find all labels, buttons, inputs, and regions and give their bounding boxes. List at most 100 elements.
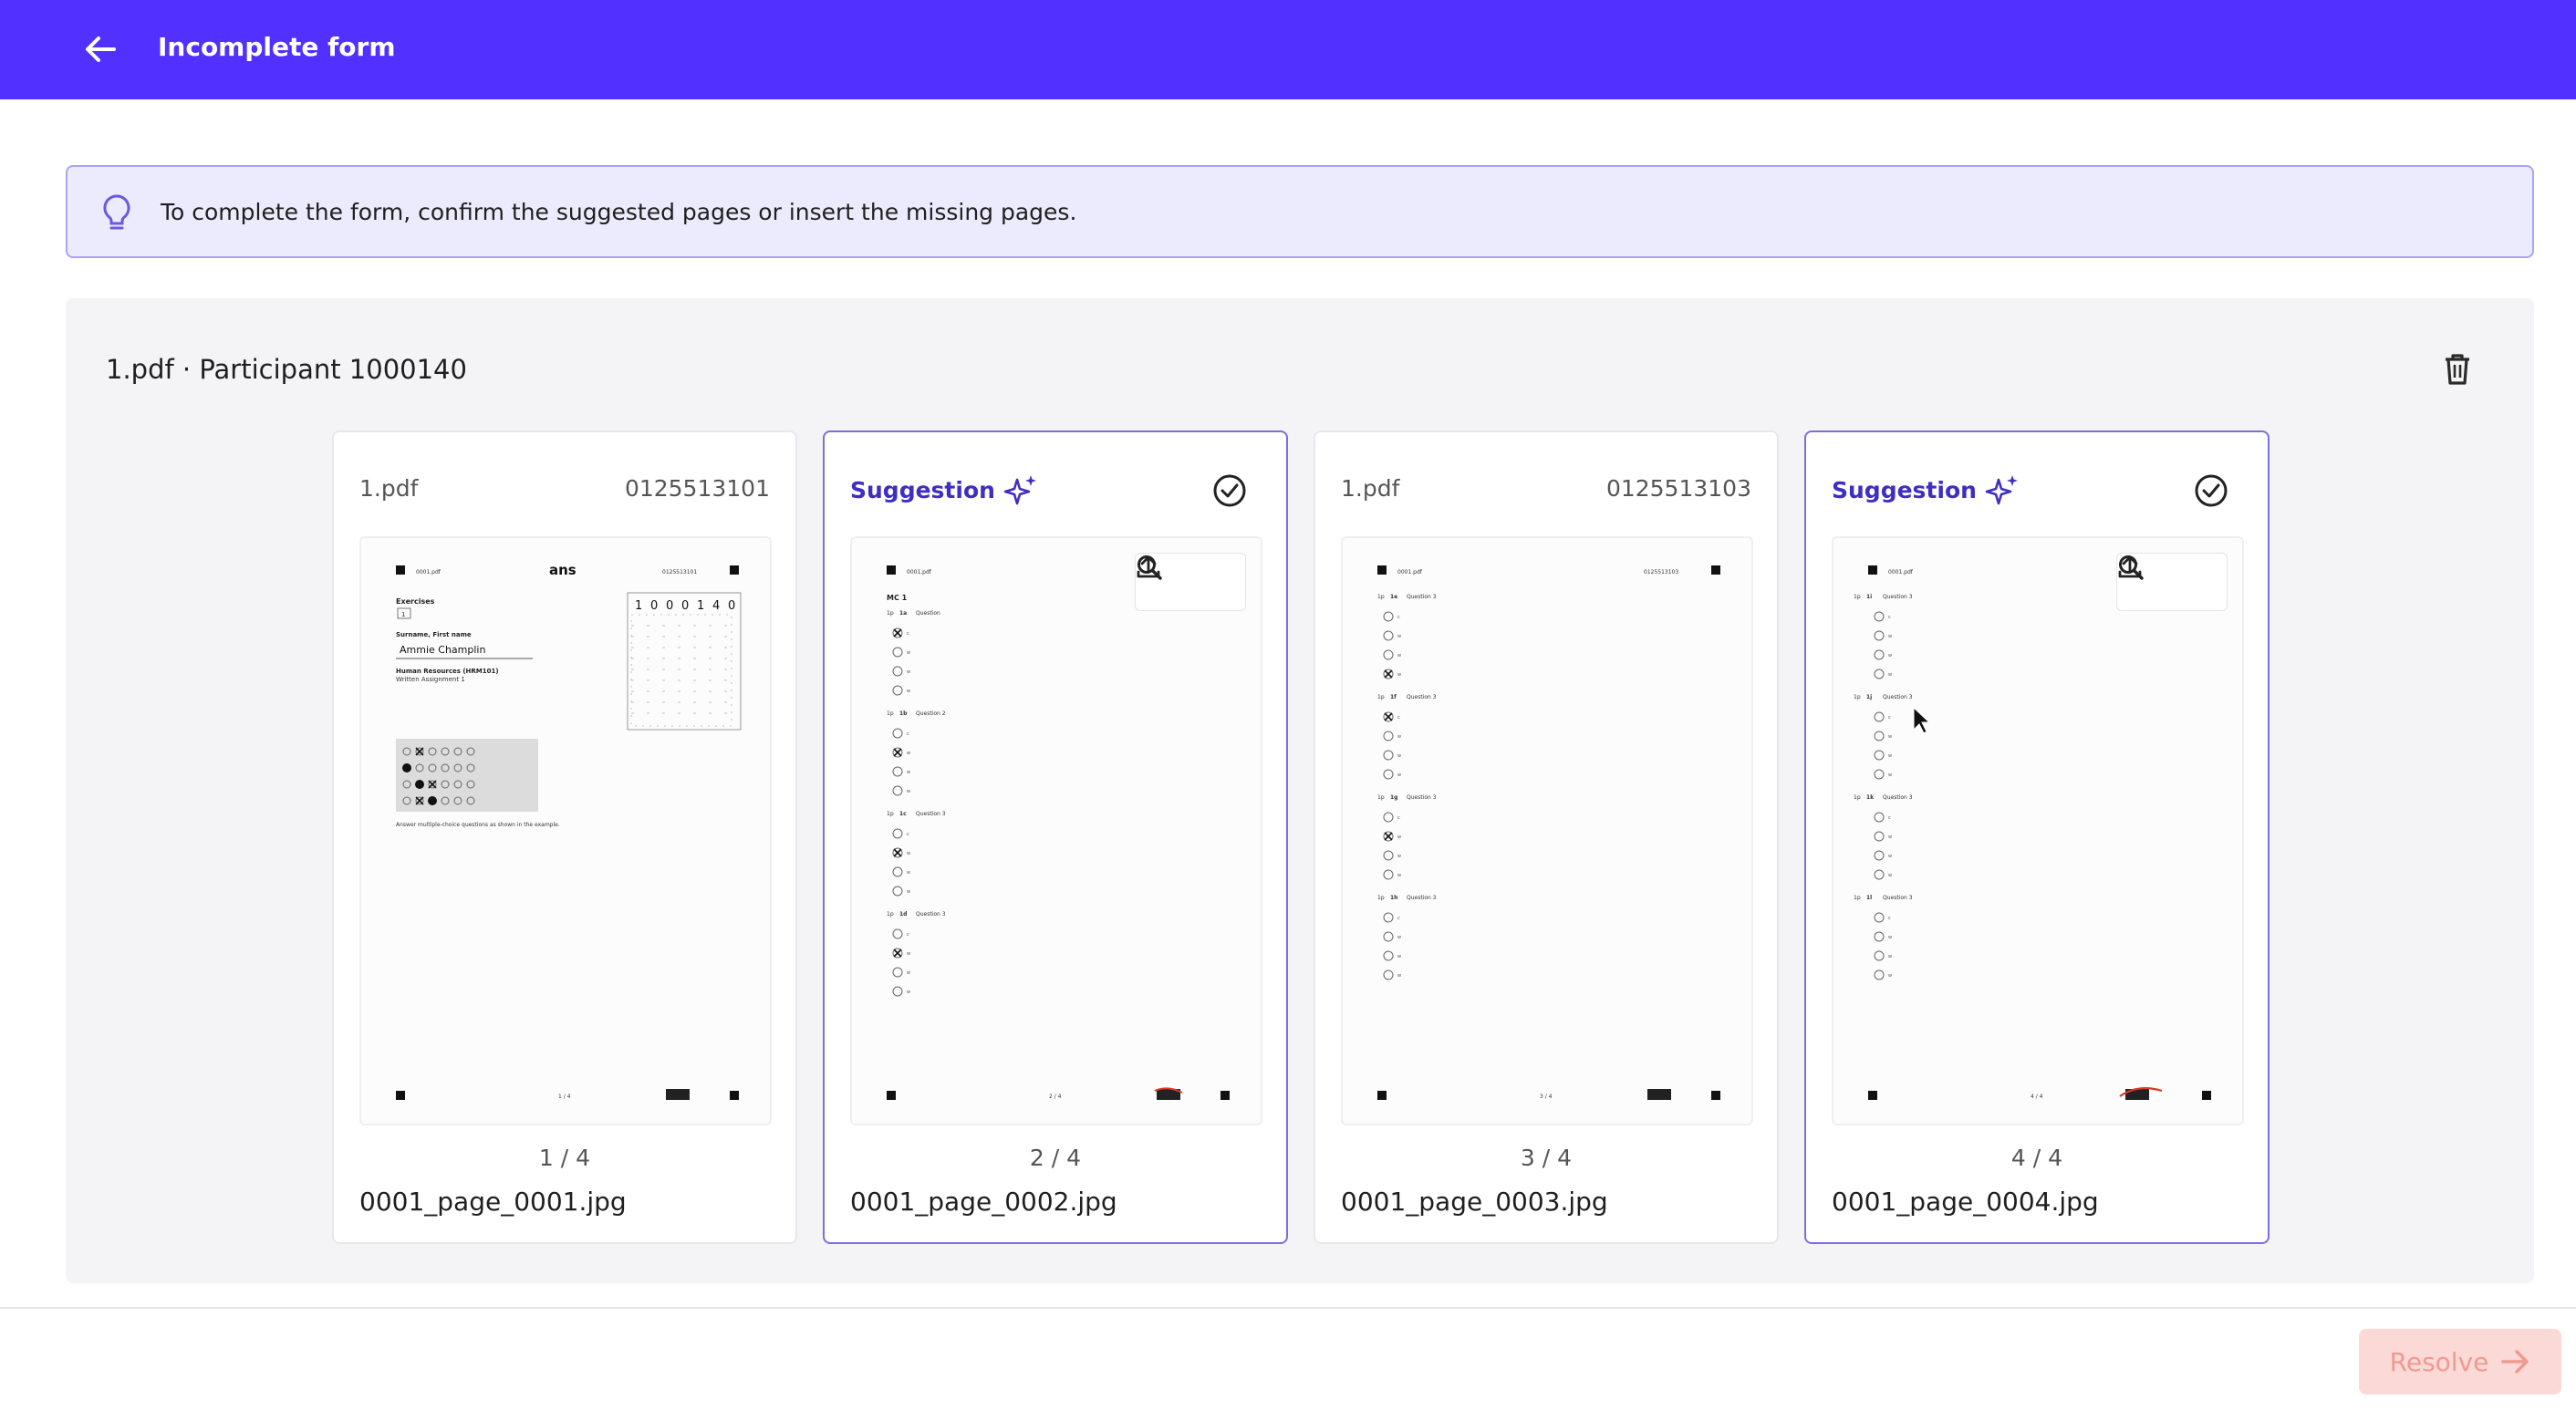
- svg-text:1p: 1p: [887, 610, 894, 617]
- suggestion-label: Suggestion: [850, 472, 1039, 509]
- resolve-label: Resolve: [2389, 1346, 2489, 1377]
- svg-text:1h: 1h: [1390, 895, 1397, 901]
- sheet-assignment: Written Assignment 1: [396, 676, 465, 683]
- svg-text:1p: 1p: [1377, 895, 1385, 901]
- svg-text:0125513103: 0125513103: [1644, 569, 1678, 575]
- sparkles-icon: [1985, 475, 2018, 505]
- page-count: 3 / 4: [1520, 1145, 1573, 1171]
- svg-text:1i: 1i: [1866, 594, 1872, 600]
- svg-text:w: w: [1888, 772, 1892, 778]
- panel-title: 1.pdf · Participant 1000140: [106, 354, 467, 385]
- preview-toolbar: [1135, 553, 1246, 611]
- page-preview[interactable]: 0001.pdf MC 1 1p 1a Question 1p 1b Question …: [850, 536, 1262, 1125]
- resolve-button[interactable]: Resolve: [2359, 1329, 2561, 1394]
- svg-text:0: 0: [728, 599, 735, 613]
- preview-toolbar: [2116, 553, 2228, 611]
- svg-text:Question: Question: [916, 610, 940, 617]
- svg-text:w: w: [907, 689, 910, 694]
- svg-text:Question 3: Question 3: [1407, 694, 1437, 700]
- svg-text:0001.pdf: 0001.pdf: [1888, 569, 1914, 575]
- svg-text:3 / 4: 3 / 4: [1540, 1094, 1553, 1100]
- upload-button[interactable]: [1137, 555, 1236, 600]
- svg-text:w: w: [1888, 954, 1892, 959]
- arrow-left-icon: [86, 36, 116, 62]
- file-name: 0001_page_0002.jpg: [850, 1187, 1117, 1217]
- svg-text:w: w: [1888, 734, 1892, 740]
- page-count: 1 / 4: [538, 1145, 591, 1171]
- svg-text:1l: 1l: [1866, 895, 1872, 901]
- svg-text:1p: 1p: [1854, 694, 1861, 700]
- upload-icon: [2118, 555, 2142, 578]
- svg-text:w: w: [1888, 672, 1892, 678]
- svg-text:Question 3: Question 3: [1883, 895, 1913, 901]
- svg-text:1p: 1p: [1377, 594, 1385, 600]
- sheet-top-left: 0001.pdf: [416, 569, 441, 575]
- svg-text:c: c: [1888, 715, 1891, 721]
- svg-text:w: w: [1888, 753, 1892, 759]
- card-code: 0125513101: [624, 475, 770, 502]
- sheet-section: Exercises: [396, 597, 435, 606]
- svg-text:w: w: [1397, 935, 1401, 940]
- svg-text:w: w: [1888, 973, 1892, 979]
- sheet-name-value: Ammie Champlin: [400, 644, 485, 656]
- svg-text:Question 3: Question 3: [1883, 794, 1913, 801]
- svg-text:c: c: [1888, 815, 1891, 821]
- file-name: 0001_page_0001.jpg: [359, 1187, 627, 1217]
- svg-text:w: w: [907, 990, 910, 995]
- sheet-example-text: Answer multiple-choice questions as show…: [396, 822, 560, 828]
- svg-text:1a: 1a: [899, 610, 907, 617]
- svg-text:c: c: [1397, 916, 1400, 921]
- suggestion-label: Suggestion: [1832, 472, 2020, 509]
- svg-text:w: w: [907, 870, 910, 876]
- svg-text:w: w: [1888, 935, 1892, 940]
- svg-text:c: c: [907, 832, 909, 837]
- svg-text:Question 3: Question 3: [1883, 594, 1913, 600]
- page-card-1[interactable]: 1.pdf 0125513101 0001.pdf ans 0125513101…: [332, 430, 797, 1244]
- page-preview[interactable]: 0001.pdf ans 0125513101 Exercises 1 Surn…: [359, 536, 772, 1125]
- suggestion-card-2[interactable]: Suggestion 0001.pdf MC 1 1p 1a Question 1p…: [823, 430, 1288, 1244]
- svg-text:1: 1: [635, 599, 642, 613]
- upload-button[interactable]: [2118, 555, 2218, 600]
- sheet-logo: ans: [549, 562, 576, 578]
- check-circle-icon[interactable]: [2193, 472, 2229, 509]
- svg-text:1g: 1g: [1390, 794, 1397, 801]
- svg-text:1p: 1p: [1854, 594, 1861, 600]
- svg-text:w: w: [1397, 873, 1401, 878]
- sheet-name-label: Surname, First name: [396, 631, 472, 638]
- delete-button[interactable]: [2437, 349, 2477, 389]
- svg-text:Question 3: Question 3: [1883, 694, 1913, 700]
- svg-text:w: w: [907, 789, 910, 794]
- svg-text:w: w: [1397, 734, 1401, 740]
- svg-text:1: 1: [697, 599, 704, 613]
- back-button[interactable]: [77, 26, 124, 73]
- svg-text:c: c: [907, 631, 909, 637]
- svg-text:Question 2: Question 2: [916, 710, 946, 717]
- svg-text:0: 0: [666, 599, 673, 613]
- svg-text:w: w: [1397, 772, 1401, 778]
- svg-text:Question 3: Question 3: [916, 811, 946, 817]
- svg-text:w: w: [907, 751, 910, 756]
- sheet-top-right: 0125513101: [662, 569, 697, 575]
- page-card-3[interactable]: 1.pdf 0125513103 0001.pdf 0125513103 1p 1…: [1314, 430, 1779, 1244]
- svg-text:w: w: [907, 851, 910, 856]
- page-preview[interactable]: 0001.pdf 0125513103 1p 1e Question 3 1p 1f Q…: [1341, 536, 1753, 1125]
- svg-text:0: 0: [681, 599, 689, 613]
- svg-text:1b: 1b: [899, 710, 908, 717]
- sparkles-icon: [1003, 475, 1036, 505]
- check-circle-icon[interactable]: [1211, 472, 1248, 509]
- svg-text:w: w: [907, 770, 910, 775]
- svg-text:4 / 4: 4 / 4: [2031, 1094, 2043, 1100]
- banner-text: To complete the form, confirm the sugges…: [161, 199, 1077, 225]
- arrow-right-icon: [2501, 1350, 2529, 1374]
- file-name: 0001_page_0004.jpg: [1832, 1187, 2099, 1217]
- svg-text:c: c: [1397, 615, 1400, 620]
- page-preview[interactable]: 0001.pdf 1p 1i Question 3 1p 1j Question 3 1…: [1832, 536, 2244, 1125]
- svg-text:MC 1: MC 1: [887, 594, 908, 602]
- suggestion-card-4[interactable]: Suggestion 0001.pdf 1p 1i Question 3 1p 1j Q…: [1804, 430, 2270, 1244]
- svg-text:1p: 1p: [887, 811, 894, 817]
- mouse-cursor: [1913, 706, 1931, 734]
- svg-text:w: w: [1888, 873, 1892, 878]
- svg-text:c: c: [1888, 916, 1891, 921]
- svg-text:1f: 1f: [1390, 694, 1397, 700]
- svg-text:Question 3: Question 3: [1407, 794, 1437, 801]
